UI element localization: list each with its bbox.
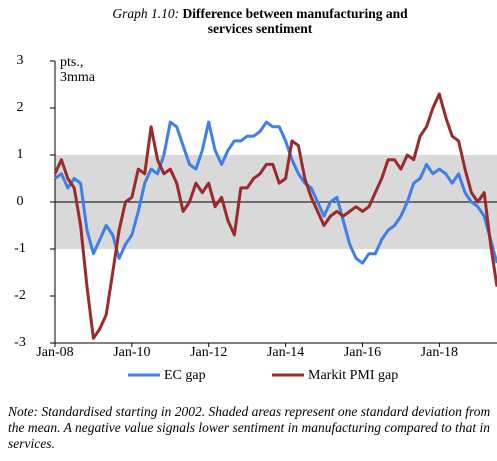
y-tick-label: 2 — [17, 100, 24, 115]
y-tick-label: 0 — [17, 194, 24, 209]
legend-label: EC gap — [164, 368, 206, 383]
y-tick-label: 1 — [17, 147, 24, 162]
y-tick-label: -3 — [14, 335, 26, 350]
series-line — [54, 120, 497, 265]
note: Note: Standardised starting in 2002. Sha… — [8, 404, 491, 451]
y-tick-label: -2 — [14, 288, 26, 303]
x-tick-label: Jan-18 — [421, 345, 458, 360]
chart: -3 -2 -1 0 1 2 3 Jan-08 Jan-10 Jan-12 Jan-14 Jan-16… — [14, 53, 497, 383]
legend-label: Markit PMI gap — [308, 368, 398, 383]
x-tick-label: Jan-08 — [36, 345, 73, 360]
title-prefix: Graph 1.10: — [112, 6, 180, 21]
chart-title: Difference between manufacturing and ser… — [182, 6, 408, 36]
y-axis-label: pts., 3mma — [60, 55, 95, 85]
y-tick-label: -1 — [14, 241, 26, 256]
x-tick-label: Jan-10 — [113, 345, 150, 360]
series-line — [53, 92, 497, 340]
x-tick-label: Jan-12 — [190, 345, 227, 360]
y-tick-label: 3 — [17, 53, 24, 68]
title-block: Graph 1.10: Difference between manufactu… — [90, 6, 430, 36]
x-tick-label: Jan-16 — [344, 345, 381, 360]
x-tick-label: Jan-14 — [267, 345, 304, 360]
